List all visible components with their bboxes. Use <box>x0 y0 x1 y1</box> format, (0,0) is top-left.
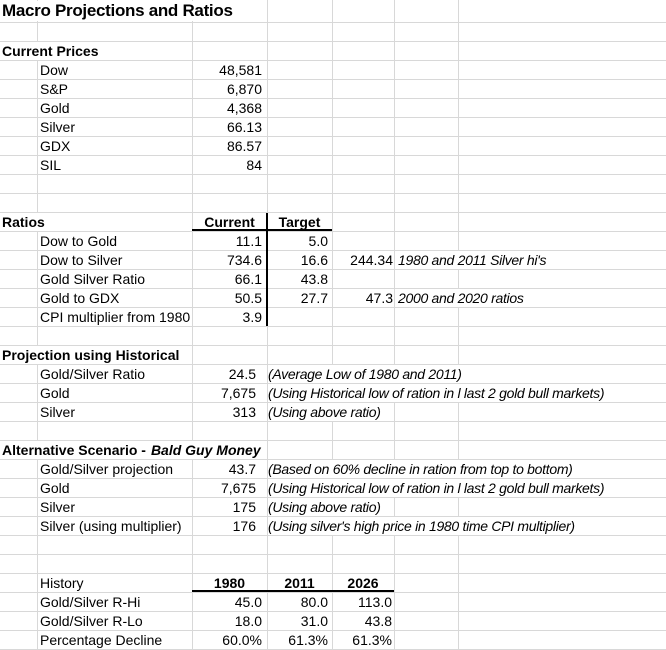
cell-pct-decline-2011[interactable]: 61.3% <box>288 632 328 648</box>
cell-proj-gsr-value[interactable]: 24.5 <box>228 366 256 382</box>
cell-gsr-lo-label[interactable]: Gold/Silver R-Lo <box>40 612 143 630</box>
cell-gsr-hi-1980[interactable]: 45.0 <box>234 594 262 610</box>
cell-proj-gold-value[interactable]: 7,675 <box>220 385 256 401</box>
cell-gsr-lo-2026[interactable]: 43.8 <box>364 613 392 629</box>
gridline-vertical <box>332 0 333 650</box>
cell-proj-gold-note[interactable]: (Using Historical low of ration in l las… <box>268 384 605 402</box>
cell-dow-to-silver-note[interactable]: 1980 and 2011 Silver hi's <box>398 251 547 269</box>
cell-sil-value[interactable]: 84 <box>246 157 262 173</box>
cell-alt-silver-note[interactable]: (Using above ratio) <box>268 498 381 516</box>
cell-alt-gsr-label[interactable]: Gold/Silver projection <box>40 460 174 478</box>
ratios-heading-cell[interactable]: Ratios <box>2 213 45 231</box>
cell-dow-to-gold-current[interactable]: 11.1 <box>235 233 262 249</box>
cell-gold-label[interactable]: Gold <box>40 99 70 117</box>
cell-gsr-lo-2011[interactable]: 31.0 <box>300 613 328 629</box>
cell-proj-gsr-note[interactable]: (Average Low of 1980 and 2011) <box>268 365 462 383</box>
cell-dow-label[interactable]: Dow <box>40 61 69 79</box>
cell-alt-gsr-value[interactable]: 43.7 <box>228 461 256 477</box>
cell-dow-to-silver-current[interactable]: 734.6 <box>226 252 262 268</box>
cell-proj-silver-label[interactable]: Silver <box>40 403 76 421</box>
cell-alt-gold-note[interactable]: (Using Historical low of ration in l las… <box>268 479 605 497</box>
cell-silver-label[interactable]: Silver <box>40 118 76 136</box>
cell-dow-to-silver-extra[interactable]: 244.34 <box>350 252 393 268</box>
cell-gdx-value[interactable]: 86.57 <box>226 138 262 154</box>
cell-silver-value[interactable]: 66.13 <box>226 119 262 135</box>
cell-gold-to-gdx-target[interactable]: 27.7 <box>300 290 328 306</box>
cell-gsr-hi-2026[interactable]: 113.0 <box>358 594 392 610</box>
cell-dow-to-silver-target[interactable]: 16.6 <box>300 252 328 268</box>
cell-dow-to-gold-target[interactable]: 5.0 <box>308 233 328 249</box>
history-header-2026[interactable]: 2026 <box>347 575 379 591</box>
cell-cpi-multiplier-current[interactable]: 3.9 <box>242 309 262 325</box>
cell-proj-gold-label[interactable]: Gold <box>40 384 70 402</box>
cell-sp-label[interactable]: S&P <box>40 80 69 98</box>
history-heading-cell[interactable]: History <box>40 574 84 592</box>
cell-dow-to-silver-label[interactable]: Dow to Silver <box>40 251 123 269</box>
gridline-vertical <box>37 0 38 650</box>
alternative-heading-bold: Alternative Scenario - <box>2 442 146 458</box>
cell-proj-silver-note[interactable]: (Using above ratio) <box>268 403 381 421</box>
cell-gold-silver-ratio-current[interactable]: 66.1 <box>234 271 262 287</box>
alternative-heading-italic: Bald Guy Money <box>150 442 261 458</box>
cell-gold-to-gdx-extra[interactable]: 47.3 <box>365 290 393 306</box>
history-header-2011[interactable]: 2011 <box>284 575 315 591</box>
cell-proj-silver-value[interactable]: 313 <box>232 404 256 420</box>
cell-sil-label[interactable]: SIL <box>40 156 62 174</box>
projection-heading-cell[interactable]: Projection using Historical <box>2 346 180 364</box>
history-header-underline <box>192 590 394 592</box>
cell-sp-value[interactable]: 6,870 <box>226 81 262 97</box>
cell-alt-gold-value[interactable]: 7,675 <box>220 480 256 496</box>
gridline-vertical <box>394 0 395 650</box>
sheet-title-cell[interactable]: Macro Projections and Ratios <box>2 1 233 21</box>
cell-gold-value[interactable]: 4,368 <box>226 100 262 116</box>
ratios-header-underline <box>192 229 332 231</box>
cell-gold-to-gdx-current[interactable]: 50.5 <box>234 290 262 306</box>
gridline-vertical <box>458 0 459 650</box>
current-prices-heading-cell[interactable]: Current Prices <box>2 42 99 60</box>
cell-gdx-label[interactable]: GDX <box>40 137 71 155</box>
ratios-target-header-cell[interactable]: Target <box>278 214 321 230</box>
cell-alt-gold-label[interactable]: Gold <box>40 479 70 497</box>
cell-alt-silver-mult-value[interactable]: 176 <box>232 518 256 534</box>
cell-pct-decline-label[interactable]: Percentage Decline <box>40 631 163 649</box>
cell-gold-to-gdx-label[interactable]: Gold to GDX <box>40 289 120 307</box>
ratios-current-header-cell[interactable]: Current <box>204 214 255 230</box>
cell-gold-silver-ratio-target[interactable]: 43.8 <box>300 271 328 287</box>
cell-alt-silver-mult-label[interactable]: Silver (using multiplier) <box>40 517 182 535</box>
cell-gsr-hi-2011[interactable]: 80.0 <box>300 594 328 610</box>
cell-gsr-lo-1980[interactable]: 18.0 <box>234 613 262 629</box>
cell-alt-silver-value[interactable]: 175 <box>232 499 256 515</box>
cell-alt-gsr-note[interactable]: (Based on 60% decline in ration from top… <box>268 460 573 478</box>
history-header-1980[interactable]: 1980 <box>213 575 246 591</box>
cell-pct-decline-2026[interactable]: 61.3% <box>352 632 392 648</box>
gridline-vertical <box>192 0 193 650</box>
cell-dow-value[interactable]: 48,581 <box>219 62 262 78</box>
alternative-heading-cell[interactable]: Alternative Scenario - Bald Guy Money <box>2 441 261 459</box>
cell-proj-gsr-label[interactable]: Gold/Silver Ratio <box>40 365 146 383</box>
cell-pct-decline-1980[interactable]: 60.0% <box>222 632 262 648</box>
cell-gold-silver-ratio-label[interactable]: Gold Silver Ratio <box>40 270 146 288</box>
cell-cpi-multiplier-label[interactable]: CPI multiplier from 1980 <box>40 308 191 326</box>
ratios-column-border <box>266 213 268 326</box>
cell-gsr-hi-label[interactable]: Gold/Silver R-Hi <box>40 593 141 611</box>
cell-alt-silver-label[interactable]: Silver <box>40 498 76 516</box>
cell-alt-silver-mult-note[interactable]: (Using silver's high price in 1980 time … <box>268 517 575 535</box>
cell-dow-to-gold-label[interactable]: Dow to Gold <box>40 232 118 250</box>
cell-gold-to-gdx-note[interactable]: 2000 and 2020 ratios <box>398 289 524 307</box>
gridlines-horizontal <box>0 22 666 650</box>
